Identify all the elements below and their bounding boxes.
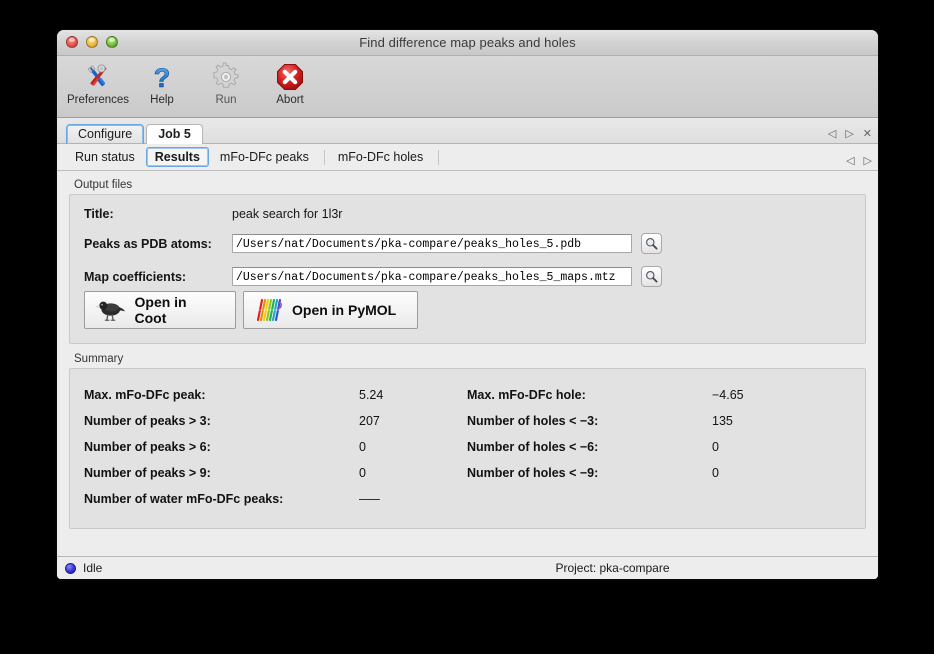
map-row: Map coefficients: /Users/nat/Documents/p… [84,266,851,287]
output-files-group: Output files Title: peak search for 1l3r… [69,179,866,344]
open-in-coot-label: Open in Coot [134,294,187,326]
map-browse-button[interactable] [641,266,662,287]
open-in-pymol-button[interactable]: Open in PyMOL [243,291,418,329]
tab-prev-icon[interactable]: ◁ [827,128,837,140]
summary-row-value: 0 [712,440,719,454]
job-tab-nav: ◁ ▷ ✕ [828,129,872,140]
preferences-button[interactable]: Preferences [67,59,129,106]
summary-row-label: Number of holes < −9: [467,466,599,480]
map-path-input[interactable]: /Users/nat/Documents/pka-compare/peaks_h… [232,267,632,286]
status-indicator-icon [65,562,76,574]
pdb-label: Peaks as PDB atoms: [84,236,212,251]
summary-row-label: Number of holes < −6: [467,440,599,454]
open-buttons-row: Open in Coot [84,291,851,329]
summary-row-label: Number of peaks > 9: [84,466,211,480]
gear-icon [209,61,243,93]
coot-bird-icon [95,301,126,321]
open-in-coot-button[interactable]: Open in Coot [84,291,236,329]
run-button[interactable]: Run [195,59,257,106]
summary-row-label: Number of peaks > 3: [84,414,211,428]
map-label: Map coefficients: [84,269,187,284]
help-label: Help [150,94,174,106]
summary-row-value: −4.65 [712,388,744,402]
magnifier-icon [646,238,658,250]
tab-run-status[interactable]: Run status [75,150,135,164]
summary-row-value: 135 [712,414,733,428]
summary-row-value: 0 [712,466,719,480]
status-bar: Idle Project: pka-compare [57,556,878,579]
open-in-pymol-label: Open in PyMOL [292,302,397,318]
output-files-panel: Title: peak search for 1l3r Peaks as PDB… [69,194,866,344]
summary-label: Summary [74,353,124,365]
tab-next-icon[interactable]: ▷ [845,128,854,140]
minimize-button[interactable] [86,36,98,48]
title-row: Title: peak search for 1l3r [84,207,851,221]
job-tab-bar: Configure Job 5 ◁ ▷ ✕ [57,118,878,144]
summary-row-value: 5.24 [359,388,384,402]
svg-text:?: ? [154,63,171,92]
window-title: Find difference map peaks and holes [359,35,576,50]
tools-icon [81,61,115,93]
status-state: Idle [83,561,103,575]
summary-group: Summary Max. mFo-DFc peak: 5.24 Max. mFo… [69,353,866,529]
summary-row-label: Max. mFo-DFc hole: [467,388,586,402]
question-mark-icon: ? [145,61,179,93]
window-controls [66,36,118,48]
status-project: Project: pka-compare [555,561,670,575]
pdb-row: Peaks as PDB atoms: /Users/nat/Documents… [84,233,851,254]
summary-row-value: ‒‒‒ [359,492,380,506]
tab-job-5[interactable]: Job 5 [146,124,203,144]
tab-configure[interactable]: Configure [66,124,145,144]
results-tab-prev-icon[interactable]: ◁ [846,155,855,167]
results-tab-bar: Run status Results mFo-DFc peaks mFo-DFc… [57,144,878,171]
summary-row-label: Number of peaks > 6: [84,440,211,454]
title-label: Title: [84,207,114,221]
tab-separator-2 [438,149,440,165]
help-button[interactable]: ? Help [131,59,193,106]
run-label: Run [215,94,237,106]
main-toolbar: Preferences ? Help [57,56,878,118]
summary-row-label [467,486,712,512]
pdb-path-input[interactable]: /Users/nat/Documents/pka-compare/peaks_h… [232,234,632,253]
tab-separator [323,149,325,165]
tab-results[interactable]: Results [145,147,209,167]
summary-row-label: Max. mFo-DFc peak: [84,388,206,402]
summary-row-value: 0 [359,440,366,454]
status-project-wrap: Project: pka-compare [57,561,878,575]
tab-mfo-dfc-peaks[interactable]: mFo-DFc peaks [219,150,309,164]
summary-grid: Max. mFo-DFc peak: 5.24 Max. mFo-DFc hol… [70,369,865,528]
summary-row-label: Number of water mFo-DFc peaks: [84,492,284,506]
preferences-label: Preferences [67,94,130,106]
results-content: Output files Title: peak search for 1l3r… [57,171,878,556]
results-tab-nav: ◁ ▷ [846,156,872,167]
magnifier-icon [646,271,658,283]
summary-row-value [712,486,851,512]
application-window: Find difference map peaks and holes [57,30,878,579]
pymol-structure-icon [256,298,282,322]
abort-button[interactable]: Abort [259,59,321,106]
pdb-browse-button[interactable] [641,233,662,254]
summary-row-value: 207 [359,414,380,428]
output-files-label: Output files [74,179,133,191]
title-value: peak search for 1l3r [232,207,343,221]
summary-row-label: Number of holes < −3: [467,414,599,428]
zoom-button[interactable] [106,36,118,48]
abort-label: Abort [276,94,304,106]
stop-x-icon [273,61,307,93]
tab-mfo-dfc-holes[interactable]: mFo-DFc holes [337,150,424,164]
results-tab-next-icon[interactable]: ▷ [863,155,872,167]
window-titlebar: Find difference map peaks and holes [57,30,878,56]
tab-close-icon[interactable]: ✕ [862,128,872,140]
summary-row-value: 0 [359,466,366,480]
summary-panel: Max. mFo-DFc peak: 5.24 Max. mFo-DFc hol… [69,368,866,529]
close-button[interactable] [66,36,78,48]
